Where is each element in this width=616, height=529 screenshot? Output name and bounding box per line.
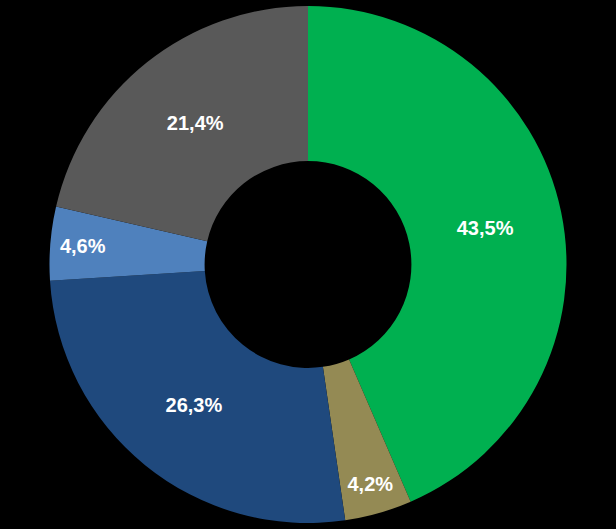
svg-text:26,3%: 26,3%	[166, 394, 223, 416]
svg-text:4,6%: 4,6%	[60, 235, 106, 257]
svg-text:4,2%: 4,2%	[347, 473, 393, 495]
svg-text:21,4%: 21,4%	[167, 112, 224, 134]
svg-text:43,5%: 43,5%	[457, 217, 514, 239]
